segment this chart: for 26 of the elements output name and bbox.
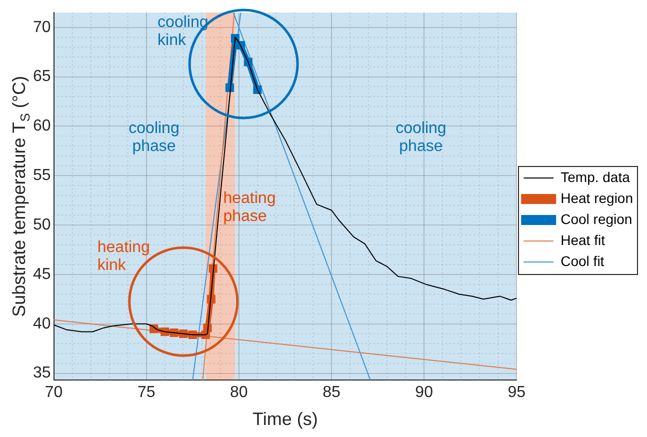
annotation: heating kink <box>97 239 150 274</box>
band-label: cooling phase <box>128 120 180 155</box>
legend-label: Cool region <box>560 210 632 227</box>
y-tick-label: 55 <box>33 167 51 184</box>
y-tick-label: 35 <box>33 364 51 382</box>
legend-label: Temp. data <box>560 168 630 185</box>
y-tick-label: 45 <box>33 266 51 283</box>
legend-label: Heat fit <box>560 232 606 248</box>
y-axis-title: Substrate temperature TS (°C) <box>8 76 33 317</box>
y-tick-label: 70 <box>33 18 51 36</box>
x-tick-label: 75 <box>137 384 156 402</box>
x-tick-label: 95 <box>508 384 526 402</box>
x-tick-label: 90 <box>415 384 434 402</box>
y-tick-label: 40 <box>33 315 51 332</box>
x-tick-label: 80 <box>230 384 248 402</box>
annotation: cooling kink <box>158 14 208 50</box>
y-tick-label: 65 <box>33 68 51 86</box>
x-tick-label: 70 <box>44 384 63 402</box>
x-axis-title: Time (s) <box>252 409 318 430</box>
y-tick-label: 50 <box>33 216 51 234</box>
y-tick-label: 60 <box>33 118 51 135</box>
band-label: cooling phase <box>396 120 446 155</box>
x-tick-label: 85 <box>322 384 340 402</box>
legend-label: Heat region <box>560 190 634 206</box>
legend-label: Cool fit <box>560 252 604 269</box>
band-label: heating phase <box>223 190 276 225</box>
